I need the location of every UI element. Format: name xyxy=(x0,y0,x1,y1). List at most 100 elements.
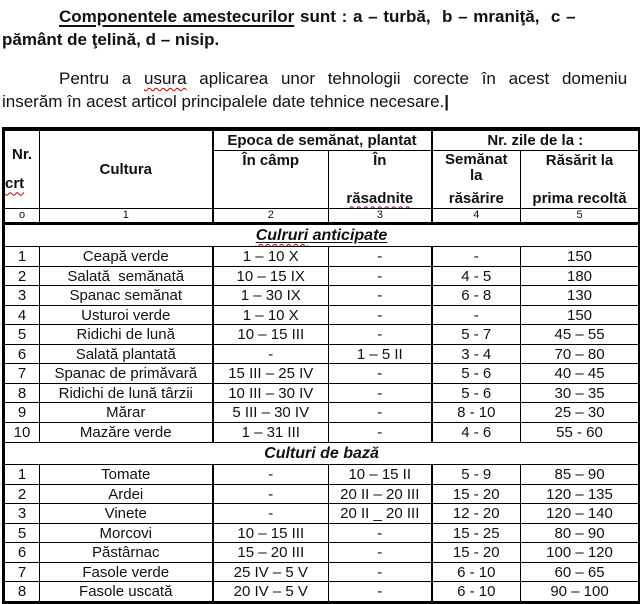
colnum-5: 5 xyxy=(520,207,640,225)
cell-epoca-camp: 10 III – 30 IV xyxy=(212,382,329,404)
table-row: 5 Morcovi 10 – 15 III -15 - 25 80 – 90 xyxy=(3,522,640,544)
body-paragraph: Pentru a usura aplicarea unor tehnologii… xyxy=(2,67,639,113)
table-row: 1 Ceapă verde 1 – 10 X - -150 xyxy=(3,246,640,267)
cell-zile-semanat: 8 - 10 xyxy=(431,402,522,423)
header-epoca-group: Epoca de semănat, plantat xyxy=(211,128,433,151)
cell-zile-rasarit: 180 xyxy=(520,265,640,287)
crops-data-table: Nr. crt Cultura Epoca de semănat, planta… xyxy=(2,127,640,604)
cell-nr: 3 xyxy=(3,285,40,306)
cell-cultura: Usturoi verde xyxy=(39,304,214,326)
cell-nr: 7 xyxy=(3,363,40,384)
cell-zile-semanat: 15 - 20 xyxy=(431,483,522,505)
table-row: 4 Usturoi verde 1 – 10 X - -150 xyxy=(3,304,640,326)
cell-epoca-rasadnite: - xyxy=(327,363,433,384)
table-row: 10 Mazăre verde 1 – 31 III -4 - 6 55 - 60 xyxy=(3,421,640,443)
cell-epoca-rasadnite: 20 II – 20 III xyxy=(327,483,433,505)
cell-zile-rasarit: 80 – 90 xyxy=(520,522,640,544)
cell-zile-rasarit: 150 xyxy=(520,304,640,326)
intro-paragraph: Componentele amestecurilor sunt : a – tu… xyxy=(2,5,639,51)
cell-zile-semanat: 5 - 6 xyxy=(431,363,522,384)
header-nr-label: Nr. xyxy=(11,146,32,164)
table-row: 5 Ridichi de lună 10 – 15 III -5 - 7 45 – 55 xyxy=(3,324,640,345)
section-header-row: Culturi de bază xyxy=(2,441,640,466)
cell-cultura: Mazăre verde xyxy=(39,421,214,443)
body-line1-start: Pentru a xyxy=(59,69,144,88)
table-row: 7 Spanac de primăvară 15 III – 25 IV -5 - 6… xyxy=(3,363,640,384)
cell-epoca-camp: 15 – 20 III xyxy=(212,542,329,563)
cell-zile-semanat: 15 - 25 xyxy=(431,522,522,544)
section-title-part: anticipate xyxy=(308,226,388,244)
table-row: 8 Fasole uscată 20 IV – 5 V-6 - 10 90 – 100 xyxy=(3,581,640,603)
cell-epoca-camp: 5 III – 30 IV xyxy=(212,402,329,423)
cell-epoca-rasadnite: - xyxy=(327,382,433,404)
cell-nr: 4 xyxy=(3,304,40,326)
colnum-3: 3 xyxy=(327,207,433,225)
cell-epoca-camp: - xyxy=(212,483,329,505)
cell-zile-rasarit: 70 – 80 xyxy=(520,343,640,365)
cell-zile-semanat: 15 - 20 xyxy=(431,542,522,563)
header-nr-crt: Nr. crt xyxy=(3,128,40,209)
header-row-groups: Nr. crt Cultura Epoca de semănat, planta… xyxy=(3,128,640,209)
cell-zile-semanat: 6 - 8 xyxy=(431,285,522,306)
cell-cultura: Vinete xyxy=(39,503,214,524)
cell-zile-semanat: 5 - 9 xyxy=(431,464,522,485)
colnum-4: 4 xyxy=(431,207,522,225)
intro-line1-rest: sunt : a – turbă, b – mraniţă, c – xyxy=(294,7,576,26)
cell-zile-semanat: 6 - 10 xyxy=(431,581,522,603)
cell-cultura: Morcovi xyxy=(39,522,214,544)
cell-zile-rasarit: 55 - 60 xyxy=(520,421,640,443)
prima-recolta-label: prima recoltă xyxy=(532,189,627,207)
table-row: 2 Salată semănată 10 – 15 IX -4 - 5 180 xyxy=(3,265,640,287)
cell-epoca-rasadnite: - xyxy=(327,581,433,603)
cell-epoca-rasadnite: - xyxy=(327,285,433,306)
cell-nr: 1 xyxy=(3,246,40,267)
cell-zile-semanat: 5 - 7 xyxy=(431,324,522,345)
cell-epoca-rasadnite: 10 – 15 II xyxy=(327,464,433,485)
cell-nr: 9 xyxy=(3,402,40,423)
header-cultura: Cultura xyxy=(39,128,214,209)
cell-zile-rasarit: 85 – 90 xyxy=(520,464,640,485)
cell-zile-semanat: 3 - 4 xyxy=(431,343,522,365)
cell-epoca-rasadnite: - xyxy=(327,324,433,345)
cell-zile-semanat: 5 - 6 xyxy=(431,382,522,404)
cell-zile-rasarit: 100 – 120 xyxy=(520,542,640,563)
semanat-la-label: Semănat la xyxy=(445,150,508,184)
cell-cultura: Spanac semănat xyxy=(39,285,214,306)
cell-epoca-rasadnite: - xyxy=(327,304,433,326)
cell-epoca-rasadnite: - xyxy=(327,421,433,443)
in-camp-label: În câmp xyxy=(242,151,300,169)
cell-cultura: Fasole verde xyxy=(39,561,214,583)
cell-cultura: Ceapă verde xyxy=(39,246,214,267)
section-title-misspelled-part: Culruri xyxy=(255,226,309,244)
cell-nr: 2 xyxy=(3,265,40,287)
cell-zile-rasarit: 25 – 30 xyxy=(520,402,640,423)
cell-epoca-camp: 10 – 15 III xyxy=(212,522,329,544)
cell-epoca-rasadnite: - xyxy=(327,561,433,583)
cell-zile-rasarit: 30 – 35 xyxy=(520,382,640,404)
cell-epoca-camp: 20 IV – 5 V xyxy=(212,581,329,603)
cell-epoca-rasadnite: - xyxy=(327,402,433,423)
cell-zile-rasarit: 45 – 55 xyxy=(520,324,640,345)
cell-nr: 3 xyxy=(3,503,40,524)
table-row: 8 Ridichi de lună târzii 10 III – 30 IV -5 … xyxy=(3,382,640,404)
cell-cultura: Salată plantată xyxy=(39,343,214,365)
colnum-0: o xyxy=(3,207,40,225)
cell-cultura: Spanac de primăvară xyxy=(39,363,214,384)
cell-zile-semanat: 12 - 20 xyxy=(431,503,522,524)
cell-zile-rasarit: 150 xyxy=(520,246,640,267)
body-line1-end: aplicarea unor tehnologii corecte în ace… xyxy=(186,69,628,88)
cell-cultura: Salată semănată xyxy=(39,265,214,287)
cell-zile-rasarit: 40 – 45 xyxy=(520,363,640,384)
header-nr-zile-group: Nr. zile de la : xyxy=(431,128,640,151)
table-row: 6 Salată plantată -1 – 5 II 3 - 4 70 – 80 xyxy=(3,343,640,365)
section-title-part: Culturi de bază xyxy=(264,444,379,462)
cell-zile-semanat: 6 - 10 xyxy=(431,561,522,583)
header-in-rasadnite: În răsadnite xyxy=(327,149,433,209)
table-row: 3 Vinete -20 II _ 20 III 12 - 20 120 – 140 xyxy=(3,503,640,524)
cell-cultura: Păstârnac xyxy=(39,542,214,563)
cell-epoca-camp: - xyxy=(212,343,329,365)
cell-zile-rasarit: 60 – 65 xyxy=(520,561,640,583)
header-in-camp: În câmp xyxy=(212,149,329,209)
table-row: 1 Tomate -10 – 15 II 5 - 9 85 – 90 xyxy=(3,464,640,485)
